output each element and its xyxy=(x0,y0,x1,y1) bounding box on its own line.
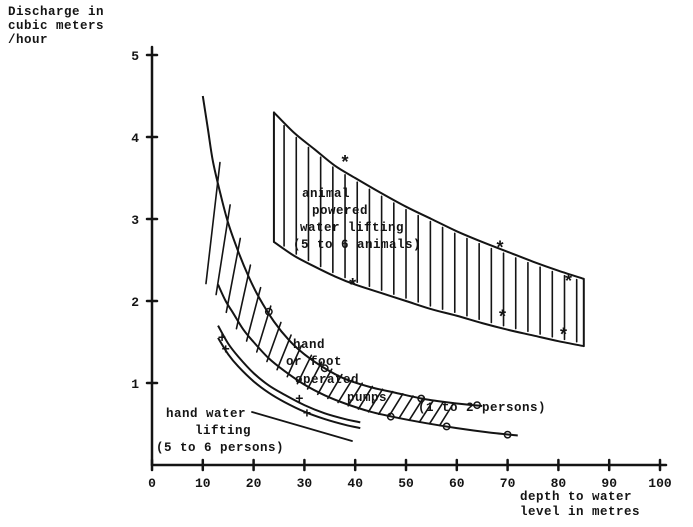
curves-hand-water-lifting xyxy=(217,325,361,442)
x-tick-label: 60 xyxy=(449,476,465,491)
hand-water-upper-curve xyxy=(217,325,361,424)
y-tick-label: 3 xyxy=(131,213,139,228)
x-tick-label: 80 xyxy=(551,476,567,491)
band-lower-curve xyxy=(273,241,584,348)
star-marker: * xyxy=(340,155,351,175)
pump-band-label-line: hand xyxy=(293,338,326,352)
y-tick-label: 5 xyxy=(131,49,139,64)
plus-marker: + xyxy=(218,331,226,347)
hatch-line xyxy=(215,204,231,296)
hatch-line xyxy=(418,399,435,423)
y-axis-title-line: Discharge in xyxy=(8,5,105,19)
plus-marker: + xyxy=(295,392,303,408)
hatch-line xyxy=(337,379,353,404)
circle-marker xyxy=(473,401,482,410)
hatch-line xyxy=(357,385,374,410)
x-tick-label: 30 xyxy=(297,476,313,491)
x-axis-title-line: depth to water xyxy=(520,490,633,504)
x-tick-label: 20 xyxy=(246,476,262,491)
animal-band-label-line: (5 to 6 animals) xyxy=(293,238,422,252)
circle-marker xyxy=(264,307,273,316)
x-tick-label: 70 xyxy=(500,476,516,491)
circle-marker xyxy=(320,364,329,373)
star-marker: * xyxy=(497,309,508,329)
band-upper-curve xyxy=(273,111,585,280)
x-tick-label: 10 xyxy=(195,476,211,491)
animal-band-label-line: powered xyxy=(312,204,369,218)
hatch-line xyxy=(398,395,414,420)
hand-water-label-line: lifting xyxy=(195,424,252,438)
band-upper-curve xyxy=(201,95,483,407)
pump-band-label-line: pumps xyxy=(347,391,388,405)
y-tick-label: 4 xyxy=(131,131,139,146)
pump-band-label-line: (1 to 2 persons) xyxy=(418,401,547,415)
band-hand-or-foot-operated-pumps xyxy=(201,95,518,437)
plus-marker: + xyxy=(221,343,229,359)
hatch-line xyxy=(377,390,394,415)
star-marker: * xyxy=(558,327,569,347)
x-axis-title-line: level in metres xyxy=(520,505,641,519)
circle-marker xyxy=(442,422,451,431)
plus-marker: + xyxy=(303,407,311,423)
hand-water-lower-curve xyxy=(217,337,361,430)
x-tick-label: 40 xyxy=(347,476,363,491)
hatch-line xyxy=(438,402,455,427)
hatch-line xyxy=(367,388,384,413)
star-marker: * xyxy=(563,274,574,294)
hatch-line xyxy=(316,368,333,396)
hand-water-label-line: (5 to 6 persons) xyxy=(156,441,285,455)
circle-marker xyxy=(386,412,395,421)
x-tick-label: 50 xyxy=(398,476,414,491)
hatch-line xyxy=(428,400,445,425)
hatch-line xyxy=(286,345,303,378)
hatch-line xyxy=(347,382,364,407)
hand-water-label-line: hand water xyxy=(166,407,247,421)
animal-band-label-line: animal xyxy=(302,187,351,201)
y-tick-label: 2 xyxy=(131,295,139,310)
x-tick-label: 0 xyxy=(148,476,156,491)
circle-marker xyxy=(503,430,512,439)
y-axis-title-line: /hour xyxy=(8,33,49,47)
hatch-line xyxy=(296,354,313,385)
star-marker: * xyxy=(495,240,506,260)
pump-band-label-line: or foot xyxy=(286,355,343,369)
y-tick-label: 1 xyxy=(131,377,139,392)
label-leader-line xyxy=(251,411,353,442)
animal-band-label-line: water lifting xyxy=(300,221,405,235)
hatch-line xyxy=(306,361,323,390)
y-axis-title-line: cubic meters xyxy=(8,19,105,33)
hatch-line xyxy=(327,373,343,400)
x-tick-label: 90 xyxy=(601,476,617,491)
circle-marker xyxy=(417,394,426,403)
x-tick-label: 100 xyxy=(648,476,672,491)
star-marker: * xyxy=(347,278,358,298)
pump-band-label-line: operated xyxy=(295,373,360,387)
band-animal-powered-water-lifting xyxy=(272,111,585,348)
hatch-line xyxy=(388,393,404,418)
band-lower-curve xyxy=(217,284,518,437)
